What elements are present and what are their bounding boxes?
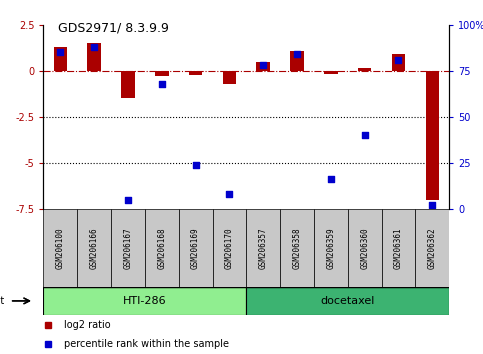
Bar <box>415 209 449 287</box>
Point <box>327 177 335 182</box>
Text: GSM206168: GSM206168 <box>157 227 166 269</box>
Text: GSM206166: GSM206166 <box>90 227 99 269</box>
Text: GSM206358: GSM206358 <box>293 227 301 269</box>
Point <box>192 162 199 167</box>
Bar <box>426 71 439 200</box>
Text: GSM206169: GSM206169 <box>191 227 200 269</box>
Bar <box>213 209 246 287</box>
Text: GSM206167: GSM206167 <box>124 227 132 269</box>
Text: GSM206361: GSM206361 <box>394 227 403 269</box>
Text: GSM206360: GSM206360 <box>360 227 369 269</box>
Text: docetaxel: docetaxel <box>321 296 375 306</box>
Bar <box>145 209 179 287</box>
Point <box>259 62 267 68</box>
Bar <box>280 209 314 287</box>
Text: log2 ratio: log2 ratio <box>64 320 111 330</box>
Point <box>293 51 301 57</box>
Point <box>395 57 402 63</box>
Bar <box>392 54 405 71</box>
Bar <box>54 47 67 71</box>
Bar <box>358 68 371 71</box>
Bar <box>111 209 145 287</box>
Text: GSM206362: GSM206362 <box>428 227 437 269</box>
Point <box>57 50 64 55</box>
Bar <box>256 62 270 71</box>
Point <box>90 44 98 50</box>
Point <box>361 132 369 138</box>
Bar <box>87 43 101 71</box>
Bar <box>43 209 77 287</box>
Bar <box>43 287 246 315</box>
Text: GSM206100: GSM206100 <box>56 227 65 269</box>
Bar <box>382 209 415 287</box>
Text: GSM206170: GSM206170 <box>225 227 234 269</box>
Bar <box>223 71 236 84</box>
Point <box>124 197 132 202</box>
Bar <box>189 71 202 75</box>
Point <box>428 202 436 208</box>
Text: percentile rank within the sample: percentile rank within the sample <box>64 339 229 349</box>
Bar <box>179 209 213 287</box>
Text: GSM206359: GSM206359 <box>327 227 335 269</box>
Text: GSM206357: GSM206357 <box>259 227 268 269</box>
Bar <box>348 209 382 287</box>
Text: GDS2971/ 8.3.9.9: GDS2971/ 8.3.9.9 <box>58 21 169 34</box>
Bar <box>314 209 348 287</box>
Bar <box>246 209 280 287</box>
Bar <box>121 71 135 98</box>
Bar <box>246 287 449 315</box>
Text: agent: agent <box>0 296 5 306</box>
Bar <box>324 71 338 74</box>
Point <box>226 191 233 197</box>
Bar <box>77 209 111 287</box>
Text: HTI-286: HTI-286 <box>123 296 167 306</box>
Bar <box>155 71 169 76</box>
Bar <box>290 51 304 71</box>
Point <box>158 81 166 86</box>
